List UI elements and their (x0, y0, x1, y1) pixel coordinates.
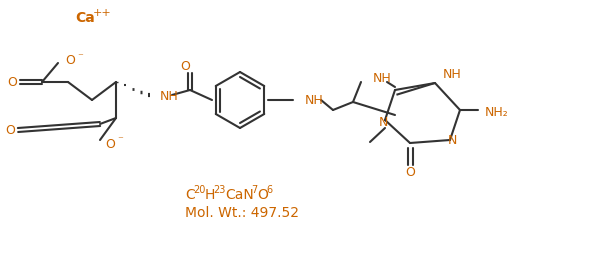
Text: O: O (105, 138, 115, 151)
Text: NH: NH (160, 91, 179, 104)
Text: 7: 7 (251, 185, 257, 195)
Text: O: O (257, 188, 268, 202)
Text: N: N (447, 133, 457, 146)
Text: NH₂: NH₂ (485, 106, 509, 120)
Text: NH: NH (305, 94, 324, 108)
Text: ⁻: ⁻ (117, 135, 123, 145)
Text: O: O (405, 167, 415, 180)
Text: H: H (205, 188, 216, 202)
Text: 23: 23 (213, 185, 226, 195)
Text: O: O (180, 60, 190, 73)
Text: 20: 20 (193, 185, 205, 195)
Text: Mol. Wt.: 497.52: Mol. Wt.: 497.52 (185, 206, 299, 220)
Text: O: O (7, 75, 17, 88)
Text: Ca: Ca (75, 11, 95, 25)
Text: NH: NH (443, 68, 461, 81)
Text: CaN: CaN (225, 188, 254, 202)
Text: O: O (65, 55, 75, 68)
Text: 6: 6 (266, 185, 272, 195)
Text: C: C (185, 188, 195, 202)
Text: ++: ++ (93, 8, 112, 18)
Text: ⁻: ⁻ (77, 52, 83, 62)
Text: N: N (378, 116, 387, 128)
Text: O: O (5, 123, 15, 137)
Text: NH: NH (373, 72, 392, 85)
